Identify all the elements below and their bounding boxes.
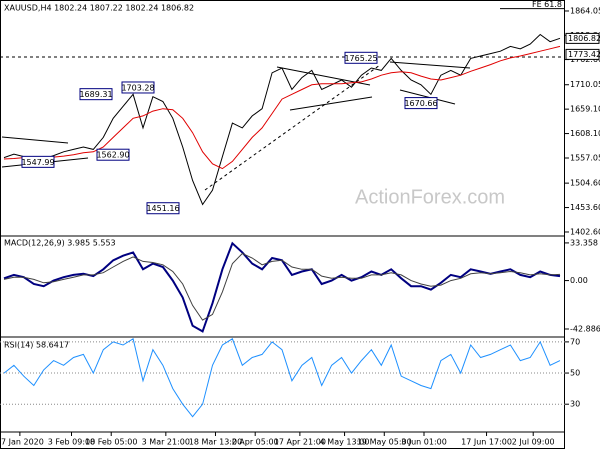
annotation-label: 1765.25 bbox=[344, 54, 377, 63]
annotation-box bbox=[96, 148, 130, 161]
watermark: ActionForex.com bbox=[355, 186, 505, 208]
series-line bbox=[3, 45, 561, 170]
frame bbox=[0, 0, 565, 449]
annotation-box bbox=[121, 81, 155, 94]
y-tick-label: 33.358 bbox=[570, 238, 598, 247]
x-tick-label: 19 May 05:00 bbox=[357, 438, 412, 447]
annotation-box bbox=[79, 88, 113, 101]
x-tick-label: 18 Mar 13:00 bbox=[189, 438, 242, 447]
x-tick-label: 18 Feb 05:00 bbox=[85, 438, 137, 447]
fe-label: FE 61.8 bbox=[532, 0, 562, 9]
series-line bbox=[3, 33, 561, 206]
price-label: 1806.82 bbox=[568, 34, 600, 43]
y-tick-label: 1659.10 bbox=[570, 105, 600, 114]
y-tick-label: 1402.60 bbox=[570, 227, 600, 236]
y-tick-label: -42.886 bbox=[570, 324, 600, 333]
annotation-label: 1562.90 bbox=[96, 151, 129, 160]
annotation-box bbox=[404, 97, 438, 110]
x-tick-label: 2 Jul 09:00 bbox=[512, 438, 555, 447]
x-tick-label: 17 Jan 2020 bbox=[0, 438, 44, 447]
annotation-label: 1451.16 bbox=[146, 204, 179, 213]
trendlines bbox=[1, 61, 471, 168]
series-line bbox=[3, 252, 561, 321]
annotation-box bbox=[146, 202, 180, 215]
x-tick-label: 3 Mar 21:00 bbox=[142, 438, 190, 447]
x-tick-label: 4 May 13:00 bbox=[320, 438, 370, 447]
x-tick-label: 17 Apr 21:00 bbox=[274, 438, 326, 447]
y-tick-label: 1504.60 bbox=[570, 179, 600, 188]
chart-title: XAUUSD,H4 1802.24 1807.22 1802.24 1806.8… bbox=[4, 4, 194, 13]
y-tick-label: 1557.05 bbox=[570, 154, 600, 163]
annotation-label: 1703.28 bbox=[121, 83, 154, 92]
annotation-box bbox=[21, 155, 55, 168]
y-tick-label: 30 bbox=[570, 400, 580, 409]
annotation-label: 1547.99 bbox=[21, 158, 54, 167]
series-line bbox=[3, 241, 561, 333]
annotation-box bbox=[344, 51, 378, 64]
macd-title: MACD(12,26,9) 3.985 5.553 bbox=[4, 239, 116, 248]
y-tick-label: 1608.10 bbox=[570, 129, 600, 138]
y-tick-label: 70 bbox=[570, 337, 580, 346]
x-tick-label: 3 Jun 01:00 bbox=[401, 438, 447, 447]
price-label: 1773.42 bbox=[568, 50, 600, 59]
annotation-label: 1689.31 bbox=[79, 90, 112, 99]
y-tick-label: 1864.05 bbox=[570, 6, 600, 15]
price-label-box bbox=[565, 32, 600, 44]
annotation-label: 1670.66 bbox=[404, 99, 437, 108]
y-tick-label: 50 bbox=[570, 369, 580, 378]
x-tick-label: 3 Feb 09:00 bbox=[48, 438, 95, 447]
x-tick-label: 17 Jun 17:00 bbox=[461, 438, 512, 447]
rsi-title: RSI(14) 58.6417 bbox=[4, 341, 69, 350]
y-tick-label: 1453.60 bbox=[570, 203, 600, 212]
x-tick-label: 2 Apr 05:00 bbox=[232, 438, 279, 447]
y-tick-label: 0.00 bbox=[570, 276, 588, 285]
y-tick-label: 1710.05 bbox=[570, 80, 600, 89]
series-line bbox=[3, 338, 561, 418]
price-label-box bbox=[565, 48, 600, 60]
